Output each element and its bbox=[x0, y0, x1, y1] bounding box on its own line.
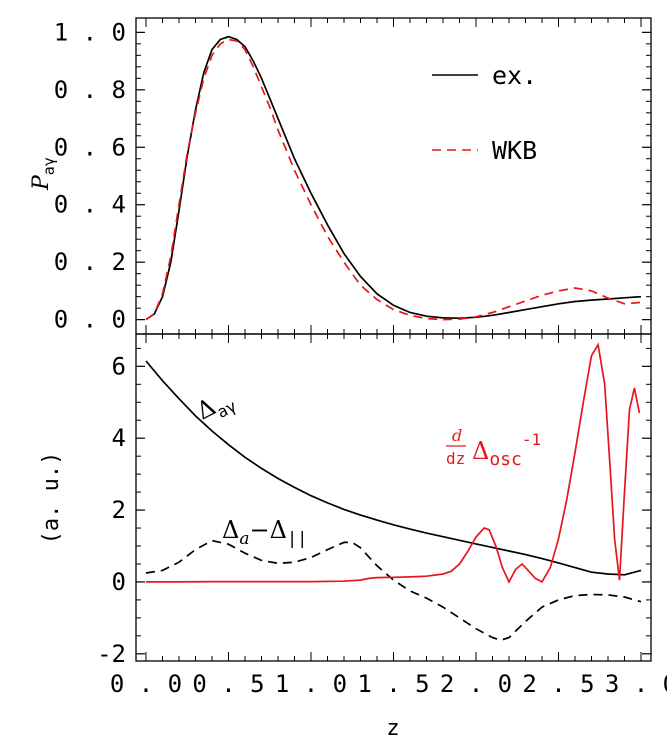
annotation-derivative-body: Δosc-1 bbox=[472, 430, 541, 470]
bottom-series-delta-diff-line bbox=[145, 539, 642, 642]
annotation-derivative: d dz Δosc-1 bbox=[446, 426, 541, 470]
top-curves bbox=[145, 35, 642, 321]
bottom-y-tick-label: 6 bbox=[112, 352, 126, 380]
top-series-ex-line bbox=[145, 35, 642, 321]
bottom-panel: -2 0 2 4 6 0 . 0 0 . 5 1 . 0 1 . 5 2 . 0 2 . 5 3 . … bbox=[39, 333, 667, 741]
top-y-tick-label: 0 . 6 bbox=[54, 133, 126, 161]
top-legend: ex. WKB bbox=[432, 61, 537, 165]
bottom-y-tick-label: 2 bbox=[112, 496, 126, 524]
x-tick-label: 0 . 5 bbox=[192, 670, 264, 698]
x-tick-label: 0 . 0 bbox=[110, 670, 182, 698]
annotation-derivative-delta: Δ bbox=[472, 437, 489, 465]
annotation-delta-diff: Δa−Δ|| bbox=[222, 516, 307, 549]
top-y-tick-label: 0 . 0 bbox=[54, 306, 126, 334]
top-y-tick-label: 1 . 0 bbox=[54, 18, 126, 46]
top-y-tick-label: 0 . 8 bbox=[54, 76, 126, 104]
top-y-axis-label-sub: aγ bbox=[40, 157, 58, 175]
bottom-series-delta-a-gamma-line bbox=[145, 360, 642, 576]
top-y-axis-label-main: P bbox=[29, 174, 54, 191]
top-y-tick-label: 0 . 2 bbox=[54, 248, 126, 276]
bottom-curves bbox=[145, 342, 642, 642]
x-axis-label: z bbox=[386, 716, 399, 741]
bottom-series-derivative-osc-line bbox=[146, 342, 641, 584]
annotation-delta-diff-sub-a: a bbox=[239, 529, 249, 549]
bottom-ticks: -2 0 2 4 6 0 . 0 0 . 5 1 . 0 1 . 5 2 . 0 2 . 5 3 . … bbox=[97, 334, 667, 698]
x-tick-label: 2 . 5 bbox=[522, 670, 594, 698]
bottom-plot-frame bbox=[135, 333, 652, 662]
x-tick-label: 1 . 0 bbox=[275, 670, 347, 698]
legend-ex-label: ex. bbox=[492, 61, 537, 90]
bottom-y-tick-label: -2 bbox=[97, 640, 126, 668]
annotation-delta-a-gamma: Δaγ bbox=[192, 384, 240, 430]
annotation-derivative-sub: osc bbox=[489, 449, 522, 470]
x-tick-label: 2 . 0 bbox=[440, 670, 512, 698]
annotation-delta-diff-a: Δ bbox=[222, 516, 239, 544]
top-panel: 0 . 0 0 . 2 0 . 4 0 . 6 0 . 8 1 . 0 ex. WKB P… bbox=[29, 17, 652, 335]
x-tick-label: 1 . 5 bbox=[357, 670, 429, 698]
top-y-axis-label: Paγ bbox=[29, 157, 58, 191]
top-series-wkb-line bbox=[145, 38, 642, 321]
top-y-tick-label: 0 . 4 bbox=[54, 191, 126, 219]
annotation-derivative-numerator: d bbox=[452, 426, 462, 445]
bottom-y-axis-label: (a. u.) bbox=[39, 452, 64, 545]
bottom-y-tick-label: 4 bbox=[112, 424, 126, 452]
top-ticks: 0 . 0 0 . 2 0 . 4 0 . 6 0 . 8 1 . 0 bbox=[54, 18, 651, 334]
bottom-y-tick-label: 0 bbox=[112, 568, 126, 596]
x-tick-label: 3 . 0 bbox=[605, 670, 667, 698]
annotation-delta-diff-minus: −Δ bbox=[249, 516, 286, 544]
annotation-derivative-sup: -1 bbox=[522, 430, 541, 449]
legend-wkb-label: WKB bbox=[492, 136, 537, 165]
annotation-derivative-denominator: dz bbox=[446, 449, 465, 468]
top-plot-frame bbox=[135, 17, 652, 335]
annotation-delta-diff-sub-b: || bbox=[287, 529, 307, 549]
